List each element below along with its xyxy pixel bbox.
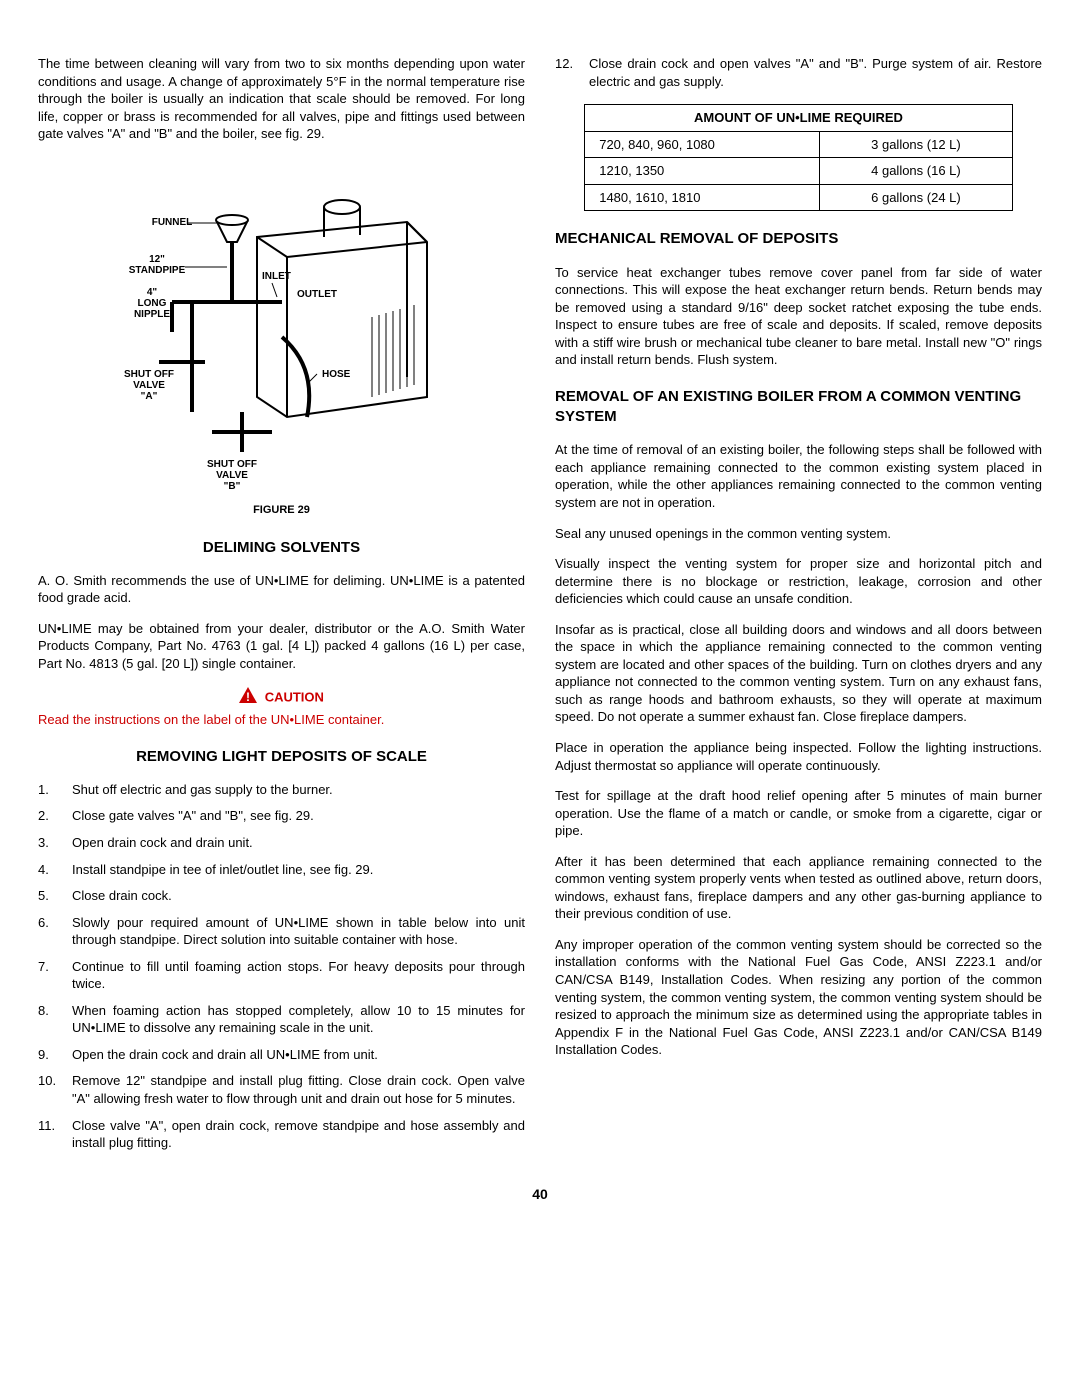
svg-text:SHUT OFF: SHUT OFF [124,369,174,380]
list-item: 7.Continue to fill until foaming action … [38,958,525,993]
list-item: 2.Close gate valves "A" and "B", see fig… [38,807,525,825]
list-item: 3.Open drain cock and drain unit. [38,834,525,852]
heading-removing-scale: REMOVING LIGHT DEPOSITS OF SCALE [38,747,525,767]
svg-text:HOSE: HOSE [322,369,351,380]
removal-p5: Place in operation the appliance being i… [555,739,1042,774]
list-item: 4.Install standpipe in tee of inlet/outl… [38,861,525,879]
list-item: 5.Close drain cock. [38,887,525,905]
steps-list: 1.Shut off electric and gas supply to th… [38,781,525,1152]
svg-text:!: ! [246,690,250,703]
list-item: 9.Open the drain cock and drain all UN•L… [38,1046,525,1064]
list-item: 12.Close drain cock and open valves "A" … [555,55,1042,90]
svg-text:FUNNEL: FUNNEL [151,217,192,228]
caution-block: ! CAUTION [38,687,525,708]
table-row: 1480, 1610, 1810 6 gallons (24 L) [585,184,1013,211]
figure-caption: FIGURE 29 [38,503,525,518]
caution-label: CAUTION [265,689,324,704]
list-item: 1.Shut off electric and gas supply to th… [38,781,525,799]
steps-list-continued: 12.Close drain cock and open valves "A" … [555,55,1042,90]
caution-text: Read the instructions on the label of th… [38,711,525,729]
deliming-p1: A. O. Smith recommends the use of UN•LIM… [38,572,525,607]
svg-text:4": 4" [146,287,157,298]
heading-removal-boiler: REMOVAL OF AN EXISTING BOILER FROM A COM… [555,387,1042,428]
table-row: 720, 840, 960, 1080 3 gallons (12 L) [585,131,1013,158]
svg-text:LONG: LONG [137,298,166,309]
mechanical-p: To service heat exchanger tubes remove c… [555,264,1042,369]
page-number: 40 [38,1185,1042,1204]
removal-p7: After it has been determined that each a… [555,853,1042,923]
table-header: AMOUNT OF UN•LIME REQUIRED [585,105,1013,132]
removal-p1: At the time of removal of an existing bo… [555,441,1042,511]
svg-text:VALVE: VALVE [216,470,248,481]
figure-29: FUNNEL 12" STANDPIPE 4" LONG NIPPLE INLE… [38,167,525,518]
svg-text:OUTLET: OUTLET [297,289,337,300]
svg-text:STANDPIPE: STANDPIPE [128,265,185,276]
deliming-p2: UN•LIME may be obtained from your dealer… [38,620,525,673]
removal-p4: Insofar as is practical, close all build… [555,621,1042,726]
intro-paragraph: The time between cleaning will vary from… [38,55,525,143]
unlime-table: AMOUNT OF UN•LIME REQUIRED 720, 840, 960… [584,104,1013,211]
removal-p8: Any improper operation of the common ven… [555,936,1042,1059]
list-item: 10.Remove 12" standpipe and install plug… [38,1072,525,1107]
svg-text:NIPPLE: NIPPLE [133,309,169,320]
removal-p2: Seal any unused openings in the common v… [555,525,1042,543]
svg-text:12": 12" [149,254,165,265]
heading-deliming-solvents: DELIMING SOLVENTS [38,538,525,558]
svg-text:SHUT OFF: SHUT OFF [207,459,257,470]
heading-mechanical: MECHANICAL REMOVAL OF DEPOSITS [555,229,1042,249]
removal-p6: Test for spillage at the draft hood reli… [555,787,1042,840]
table-row: 1210, 1350 4 gallons (16 L) [585,158,1013,185]
svg-text:INLET: INLET [262,271,291,282]
svg-text:"A": "A" [140,391,157,402]
svg-text:VALVE: VALVE [133,380,165,391]
removal-p3: Visually inspect the venting system for … [555,555,1042,608]
list-item: 8.When foaming action has stopped comple… [38,1002,525,1037]
list-item: 11.Close valve "A", open drain cock, rem… [38,1117,525,1152]
svg-text:"B": "B" [223,481,240,492]
warning-icon: ! [239,687,257,708]
list-item: 6.Slowly pour required amount of UN•LIME… [38,914,525,949]
